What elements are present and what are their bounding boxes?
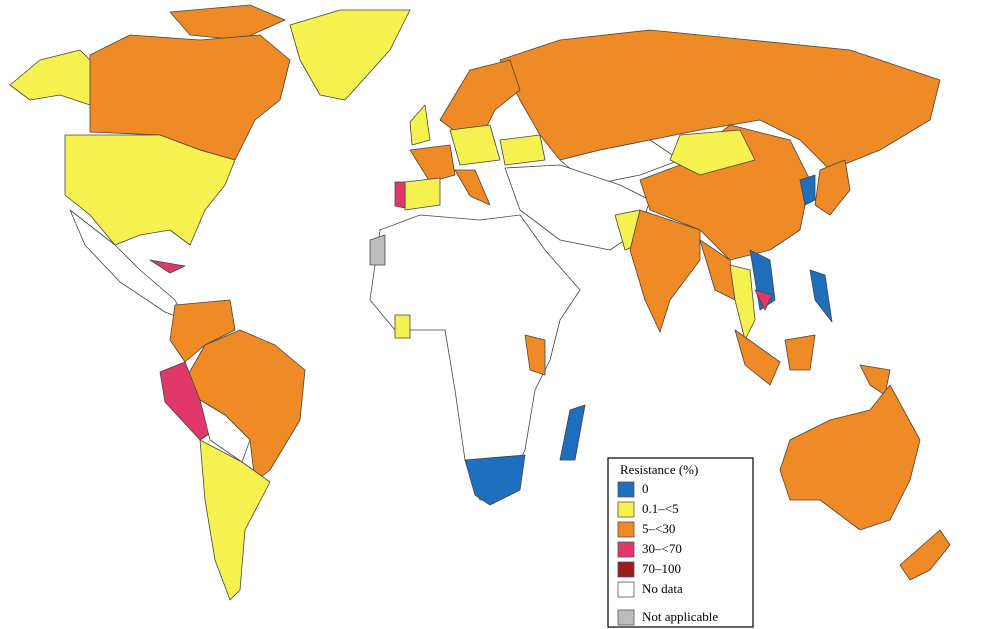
mongolia (669, 129, 756, 176)
ghana (394, 314, 411, 339)
usa (64, 134, 236, 246)
legend-swatch (617, 501, 635, 518)
alaska (9, 49, 96, 106)
argentina-chile (199, 439, 271, 601)
arctic-islands (169, 4, 286, 41)
bolivia-paraguay (199, 399, 251, 463)
south-africa (464, 454, 526, 506)
borneo (784, 334, 816, 371)
madagascar (559, 404, 586, 461)
spain (404, 177, 441, 211)
new-zealand (899, 529, 951, 581)
japan (814, 159, 851, 216)
india (629, 209, 701, 333)
kenya (524, 334, 546, 376)
thailand (729, 264, 756, 341)
legend-label: 70–100 (642, 561, 681, 576)
legend-swatch (617, 561, 635, 578)
legend-swatch (617, 609, 635, 626)
russia (499, 29, 941, 171)
legend-label: No data (642, 581, 683, 596)
legend-label: 0 (642, 481, 649, 496)
cambodia (754, 289, 773, 311)
cuba (149, 259, 186, 274)
legend-swatch (617, 581, 635, 598)
korea (799, 174, 816, 206)
legend-swatch (617, 521, 635, 538)
legend-title: Resistance (%) (620, 462, 698, 477)
legend-swatch (617, 481, 635, 498)
africa (369, 214, 581, 501)
australia (779, 384, 921, 531)
italy (454, 169, 491, 206)
greenland (289, 9, 411, 101)
canada (89, 34, 291, 161)
legend-label: Not applicable (642, 609, 718, 624)
legend-label: 30–<70 (642, 541, 682, 556)
philippines (809, 269, 833, 323)
legend-label: 5–<30 (642, 521, 675, 536)
legend-label: 0.1–<5 (642, 501, 679, 516)
uk (409, 104, 431, 146)
france (409, 144, 456, 183)
ukraine (499, 134, 546, 166)
countries (9, 4, 951, 601)
legend: Resistance (%) 0 0.1–<5 5–<30 30–<70 70–100 N… (607, 457, 754, 628)
central-europe (449, 124, 501, 166)
sumatra-java (734, 329, 781, 386)
western-sahara (369, 234, 386, 266)
legend-swatch (617, 541, 635, 558)
portugal (394, 181, 406, 209)
